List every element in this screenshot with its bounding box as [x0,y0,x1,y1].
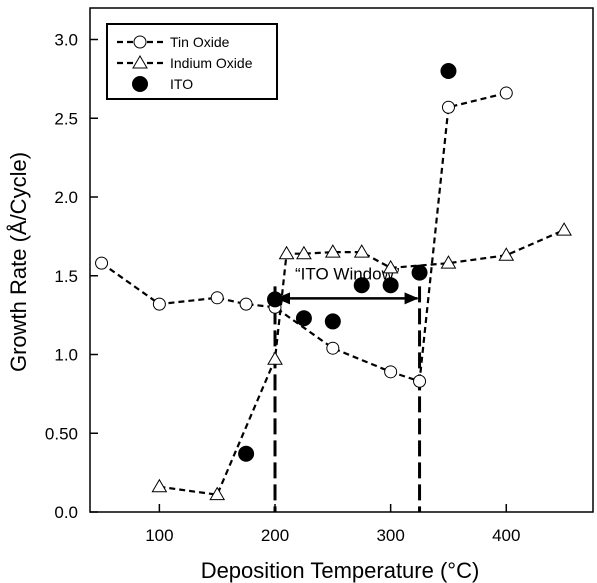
tin-oxide-point [239,297,253,311]
y-tick-label: 3.0 [54,31,78,50]
ito-window-label: “ITO Window” [295,264,400,283]
series-lines [100,91,565,496]
indium-oxide-point [498,247,515,261]
indium-oxide-point [440,255,457,269]
indium-oxide-point [151,478,168,493]
ito-point [267,291,284,308]
legend: Tin Oxide Indium Oxide ITO [106,23,278,100]
tin-oxide-point [384,365,398,379]
y-tick-label: 2.0 [54,188,78,207]
x-tick-label: 100 [145,526,173,545]
y-tick-label: 0.50 [45,424,78,443]
y-tick-label: 0.0 [54,503,78,522]
tin-oxide-point [413,374,427,388]
arrowhead-right [404,292,419,305]
arrowhead-left [276,292,291,305]
x-axis-title: Deposition Temperature (°C) [201,558,480,583]
ito-point [440,63,457,79]
tin-oxide-point [326,341,340,355]
ito-window-annotation: “ITO Window” [273,264,422,512]
tin-oxide-point [499,86,513,100]
indium-oxide-point [353,244,370,258]
legend-tin-oxide-label: Tin Oxide [170,34,230,50]
plot-frame [89,7,594,513]
legend-tin-oxide-marker [133,35,147,49]
indium-oxide-point [556,222,572,236]
legend-ito-marker [132,76,148,92]
x-tick-label: 200 [261,526,289,545]
y-tick-label: 1.5 [54,267,78,286]
x-tick-label: 400 [492,526,520,545]
axis-ticks: 100 200 300 400 0.0 0.50 1.0 1.5 2.0 2.5 3.0 [45,31,521,546]
series-markers [95,63,572,501]
ito-point [353,277,370,294]
legend-ito-label: ITO [170,76,193,92]
indium-oxide-point [209,486,226,501]
indium-oxide-point [382,259,399,274]
y-axis-title: Growth Rate (Å/Cycle) [6,152,31,372]
ito-point [411,264,428,281]
ito-point [295,310,312,327]
ito-point [238,445,255,462]
ito-point [324,313,341,330]
indium-oxide-point [296,245,312,260]
tin-oxide-point [152,297,166,311]
y-tick-label: 2.5 [54,109,78,128]
tin-oxide-point [95,256,109,270]
y-tick-label: 1.0 [54,346,78,365]
ito-point [382,277,399,294]
tin-oxide-line [100,91,507,383]
legend-indium-oxide-label: Indium Oxide [170,55,253,71]
indium-oxide-point [278,245,295,260]
indium-oxide-point [324,244,341,258]
x-tick-label: 300 [376,526,404,545]
legend-entries: Tin Oxide Indium Oxide ITO [117,34,253,92]
legend-indium-oxide-marker [132,55,148,69]
indium-oxide-point [267,351,283,365]
tin-oxide-point [210,291,224,305]
tin-oxide-point [441,100,455,114]
